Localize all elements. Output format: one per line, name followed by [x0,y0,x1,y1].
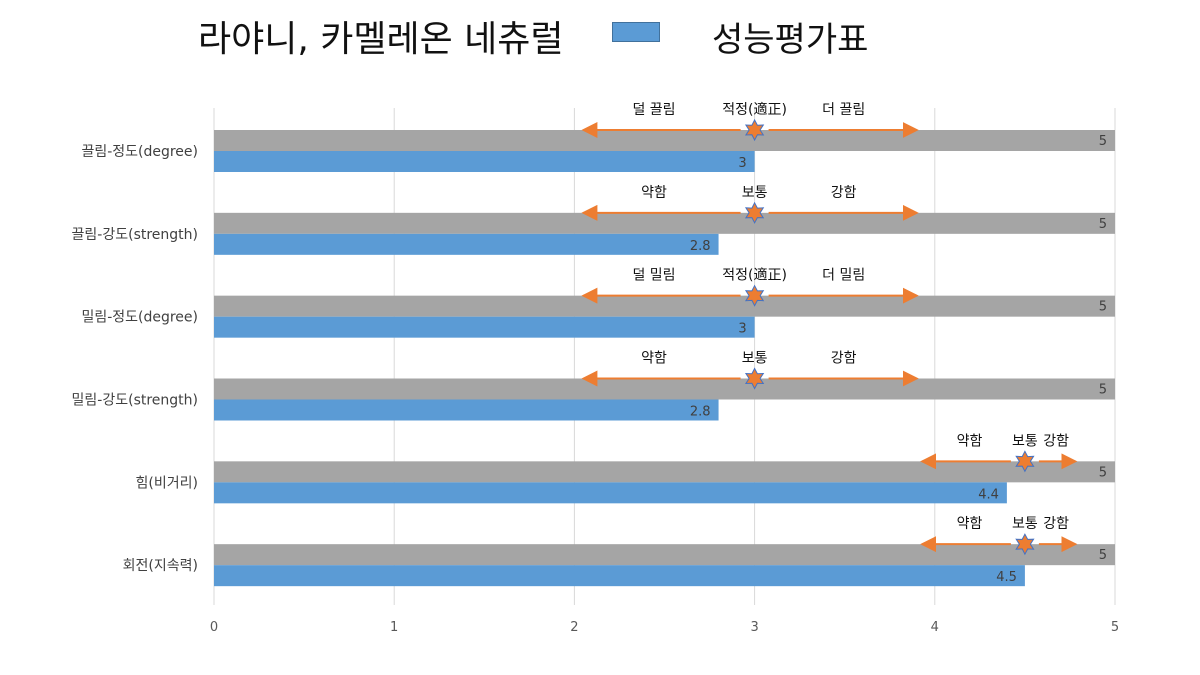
category-label: 힘(비거리) [136,475,198,491]
bar-score-label: 2.8 [690,239,711,254]
annotation-label: 덜 밀림 [632,268,675,284]
bar-max [214,378,1115,400]
bar-score [214,565,1025,587]
chart-title: 라야니, 카멜레온 네츄럴 [198,19,564,60]
annotation-star-marker [744,201,765,224]
category-label: 끌림-강도(strength) [72,227,198,243]
grid [213,108,1116,605]
annotation-label: 약함 [641,185,667,201]
annotation-label: 보통 [742,185,768,201]
bar-max [214,544,1115,566]
annotation-star-marker [1015,450,1035,473]
x-tick-label: 2 [570,620,578,635]
bar-score-label: 3 [738,156,746,171]
legend-label: 성능평가표 [712,20,869,60]
bar-score [214,482,1007,504]
bar-max-label: 5 [1099,548,1107,563]
annotation-star-marker [744,367,765,390]
bar-max-label: 5 [1099,217,1107,232]
annotation-label: 강함 [831,185,857,201]
legend-swatch [612,22,660,42]
bar-score-label: 4.4 [978,487,999,502]
bar-score-label: 2.8 [690,405,711,420]
bar-score-label: 4.5 [996,570,1017,585]
annotation-label: 보통 [742,351,768,367]
annotation-label: 덜 끌림 [632,102,675,118]
annotation-label: 약함 [641,351,667,367]
annotation-label: 적정(適正) [722,267,787,284]
bar-score-label: 3 [738,322,746,337]
x-tick-label: 4 [931,620,939,635]
annotation-label: 적정(適正) [722,101,787,118]
annotation-label: 강함 [1043,433,1069,449]
category-label: 끌림-정도(degree) [81,144,198,160]
annotation-label: 강함 [831,351,857,367]
bar-max [214,461,1115,483]
labels: 0 1 2 3 4 5끌림-정도(degree)53덜 끌림 적정(適正) 더 끌림끌림-강도… [72,101,1120,635]
bar-max-label: 5 [1099,134,1107,149]
annotation-label: 약함 [957,433,983,449]
bar-score [214,399,719,421]
bar-max [214,212,1115,234]
annotation-star-marker [744,118,765,142]
bar-score [214,151,755,172]
annotation-label: 더 밀림 [822,268,865,284]
bars [214,130,1115,587]
category-label: 밀림-정도(degree) [81,310,198,326]
x-tick-label: 1 [390,620,398,635]
bar-max [214,130,1115,151]
x-tick-label: 0 [210,620,218,635]
bar-max-label: 5 [1099,465,1107,480]
category-label: 회전(지속력) [123,558,198,574]
annotation-star-marker [1015,533,1035,556]
bar-score [214,233,719,255]
annotation-label: 약함 [957,516,983,532]
annotation-star-marker [744,284,765,307]
annotation-label: 더 끌림 [822,102,865,118]
bar-max-label: 5 [1099,383,1107,398]
bar-max-label: 5 [1099,300,1107,315]
bar-max [214,295,1115,317]
bar-score [214,316,755,338]
annotation-label: 보통 [1012,516,1038,532]
x-tick-label: 5 [1111,620,1119,635]
chart-header: 라야니, 카멜레온 네츄럴 성능평가표 [0,0,1200,80]
x-tick-label: 3 [750,620,758,635]
annotations [581,118,1078,556]
category-label: 밀림-강도(strength) [72,393,198,409]
annotation-label: 보통 [1012,433,1038,449]
annotation-label: 강함 [1043,516,1069,532]
